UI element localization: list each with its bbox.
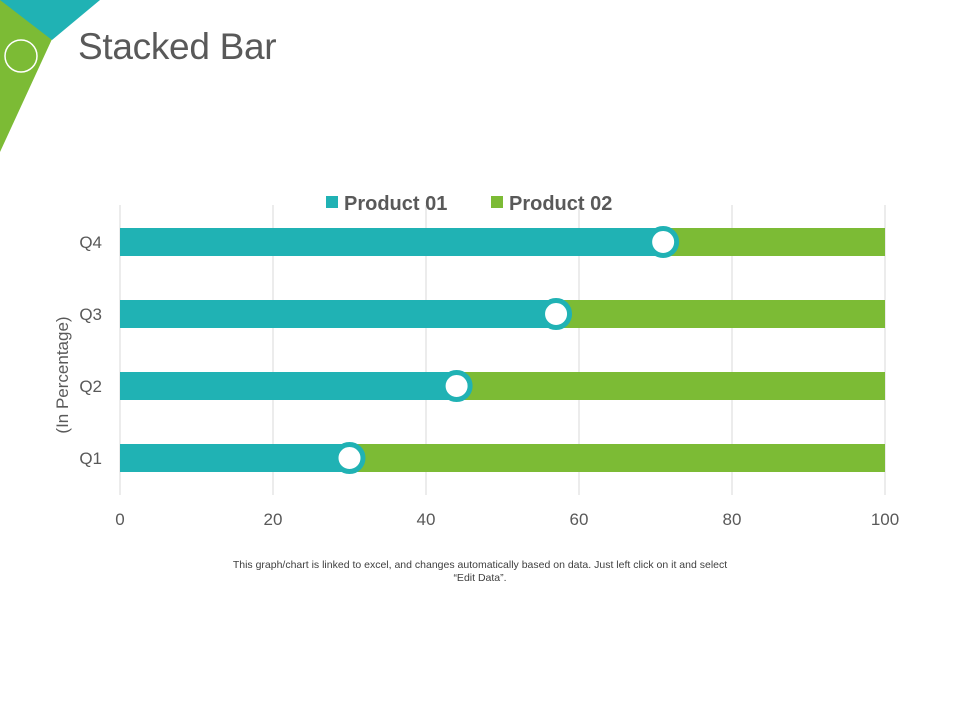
- y-tick-q3: Q3: [79, 305, 102, 324]
- y-tick-q2: Q2: [79, 377, 102, 396]
- x-tick-100: 100: [871, 510, 899, 529]
- page-title: Stacked Bar: [78, 26, 277, 67]
- legend-swatch-product-02: [491, 196, 503, 208]
- y-tick-labels: Q1 Q2 Q3 Q4: [79, 233, 102, 468]
- marker-q4: [647, 226, 680, 258]
- bar-q2-product-01: [120, 372, 457, 400]
- x-tick-0: 0: [115, 510, 124, 529]
- outline-circle-icon: [4, 39, 38, 73]
- marker-q2: [440, 370, 473, 402]
- legend-swatch-product-01: [326, 196, 338, 208]
- bar-q1-product-01: [120, 444, 350, 472]
- legend-label-product-01: Product 01: [344, 193, 447, 215]
- x-tick-60: 60: [570, 510, 589, 529]
- x-tick-20: 20: [264, 510, 283, 529]
- y-axis-title: (In Percentage): [53, 316, 72, 433]
- bar-q2-product-02: [456, 372, 885, 400]
- bar-q3-product-02: [556, 300, 885, 328]
- markers: [333, 226, 680, 474]
- legend-label-product-02: Product 02: [509, 193, 612, 215]
- marker-q3: [540, 298, 573, 330]
- y-tick-q1: Q1: [79, 449, 102, 468]
- y-tick-q4: Q4: [79, 233, 102, 252]
- caption-line-1: This graph/chart is linked to excel, and…: [232, 559, 728, 571]
- x-tick-80: 80: [723, 510, 742, 529]
- x-tick-40: 40: [417, 510, 436, 529]
- bar-q3-product-01: [120, 300, 557, 328]
- caption-line-2: “Edit Data”.: [453, 572, 507, 584]
- chart-caption: This graph/chart is linked to excel, and…: [180, 559, 780, 585]
- bars: [120, 228, 885, 472]
- bar-q1-product-02: [349, 444, 885, 472]
- bar-q4-product-02: [663, 228, 885, 256]
- corner-decoration: [0, 0, 100, 152]
- teal-corner-shape: [0, 0, 100, 40]
- legend: Product 01 Product 02: [326, 193, 612, 215]
- bar-q4-product-01: [120, 228, 664, 256]
- x-tick-labels: 0 20 40 60 80 100: [115, 510, 899, 529]
- marker-q1: [333, 442, 366, 474]
